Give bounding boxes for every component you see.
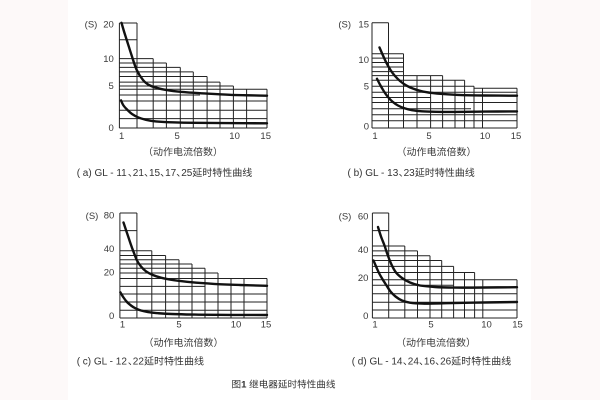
svg-text:1: 1 xyxy=(120,319,125,330)
svg-text:25: 25 xyxy=(181,168,193,179)
svg-text:0: 0 xyxy=(363,311,368,322)
svg-text:15: 15 xyxy=(511,131,522,142)
svg-text:40: 40 xyxy=(358,245,369,256)
svg-text:(S): (S) xyxy=(339,211,352,222)
svg-text:(S): (S) xyxy=(85,19,98,30)
svg-text:16: 16 xyxy=(424,357,436,368)
svg-text:15: 15 xyxy=(149,168,161,179)
svg-text:(S): (S) xyxy=(338,20,351,31)
svg-text:(S): (S) xyxy=(86,211,99,222)
svg-text:1: 1 xyxy=(372,131,377,142)
svg-text:5: 5 xyxy=(364,82,369,93)
svg-text:10: 10 xyxy=(103,54,114,65)
svg-text:5: 5 xyxy=(109,81,114,92)
svg-text:0: 0 xyxy=(109,311,114,322)
svg-text:0: 0 xyxy=(364,121,369,132)
svg-text:1: 1 xyxy=(119,131,124,142)
svg-text:( a) GL - 11: ( a) GL - 11 xyxy=(77,168,127,179)
svg-text:22: 22 xyxy=(133,357,145,368)
svg-text:5: 5 xyxy=(176,319,181,330)
svg-text:20: 20 xyxy=(103,19,114,30)
svg-text:17: 17 xyxy=(165,168,177,179)
svg-text:23: 23 xyxy=(404,168,416,179)
svg-text:5: 5 xyxy=(428,319,433,330)
svg-text:15: 15 xyxy=(512,319,523,330)
svg-text:20: 20 xyxy=(358,273,369,284)
svg-text:15: 15 xyxy=(358,20,369,31)
svg-text:26: 26 xyxy=(440,357,452,368)
svg-text:24: 24 xyxy=(408,357,420,368)
svg-text:1: 1 xyxy=(372,319,377,330)
svg-text:5: 5 xyxy=(175,131,180,142)
svg-text:15: 15 xyxy=(260,131,271,142)
svg-text:80: 80 xyxy=(104,210,115,221)
svg-text:5: 5 xyxy=(426,131,431,142)
svg-text:( b) GL - 13: ( b) GL - 13 xyxy=(348,168,399,179)
svg-text:20: 20 xyxy=(104,267,115,278)
svg-text:10: 10 xyxy=(481,319,492,330)
svg-text:1: 1 xyxy=(241,380,249,391)
svg-text:60: 60 xyxy=(358,211,369,222)
svg-text:10: 10 xyxy=(358,55,369,66)
svg-text:15: 15 xyxy=(261,319,272,330)
svg-text:10: 10 xyxy=(229,131,240,142)
svg-text:( c) GL - 12: ( c) GL - 12 xyxy=(77,357,128,368)
svg-text:21: 21 xyxy=(133,168,145,179)
svg-text:( d) GL - 14: ( d) GL - 14 xyxy=(352,357,403,368)
svg-text:40: 40 xyxy=(104,244,115,255)
svg-text:0: 0 xyxy=(109,123,114,134)
svg-text:10: 10 xyxy=(231,319,242,330)
svg-text:10: 10 xyxy=(480,131,491,142)
